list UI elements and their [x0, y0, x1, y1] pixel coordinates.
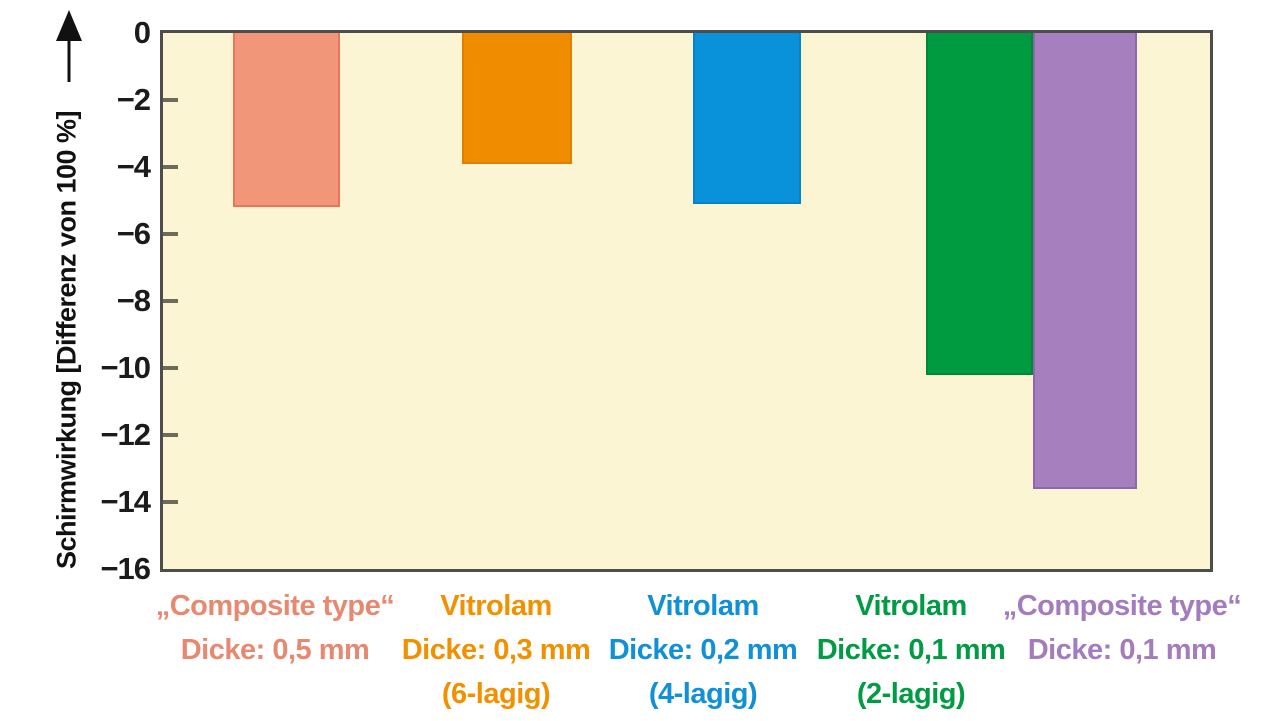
- plot-area: [160, 30, 1213, 572]
- category-label-line: Dicke: 0,1 mm: [816, 634, 1006, 666]
- category-label-line: Dicke: 0,3 mm: [401, 634, 591, 666]
- y-tick-label: −4: [116, 149, 151, 184]
- y-tick-mark: [163, 433, 178, 437]
- y-tick-mark: [163, 165, 178, 169]
- y-tick-label: −6: [116, 216, 151, 251]
- category-label-4: Vitrolam Dicke: 0,1 mm (2-lagig): [781, 584, 1041, 716]
- y-tick-label: −14: [100, 484, 151, 519]
- y-tick-label: −8: [116, 283, 151, 318]
- bar-3: [693, 33, 801, 204]
- bar-1: [233, 33, 340, 208]
- category-label-line: Dicke: 0,5 mm: [180, 634, 370, 666]
- category-label-line: „Composite type“: [155, 590, 395, 622]
- category-label-line: (6-lagig): [441, 678, 551, 710]
- category-label-line: Vitrolam: [647, 590, 759, 622]
- y-tick-label: −2: [116, 82, 151, 117]
- y-tick-mark: [163, 500, 178, 504]
- bar-5: [1033, 33, 1137, 489]
- y-tick-mark: [163, 232, 178, 236]
- y-tick-label: −10: [100, 350, 151, 385]
- bar-2: [462, 33, 572, 164]
- category-label-line: Dicke: 0,1 mm: [1027, 634, 1217, 666]
- y-tick-label: −16: [100, 551, 151, 586]
- y-axis-arrow-icon: [56, 10, 82, 82]
- y-tick-mark: [163, 366, 178, 370]
- y-tick-label: −12: [100, 417, 151, 452]
- category-label-1: „Composite type“ Dicke: 0,5 mm: [145, 584, 405, 672]
- category-label-2: Vitrolam Dicke: 0,3 mm (6-lagig): [366, 584, 626, 716]
- category-label-line: Dicke: 0,2 mm: [608, 634, 798, 666]
- category-label-3: Vitrolam Dicke: 0,2 mm (4-lagig): [573, 584, 833, 716]
- category-label-line: „Composite type“: [1002, 590, 1242, 622]
- y-tick-mark: [163, 98, 178, 102]
- category-label-line: Vitrolam: [440, 590, 552, 622]
- y-tick-label: 0: [133, 15, 151, 50]
- category-label-line: Vitrolam: [855, 590, 967, 622]
- category-label-line: (2-lagig): [856, 678, 966, 710]
- y-tick-mark: [163, 299, 178, 303]
- category-label-line: (4-lagig): [648, 678, 758, 710]
- category-label-5: „Composite type“ Dicke: 0,1 mm: [992, 584, 1252, 672]
- bar-4: [926, 33, 1033, 375]
